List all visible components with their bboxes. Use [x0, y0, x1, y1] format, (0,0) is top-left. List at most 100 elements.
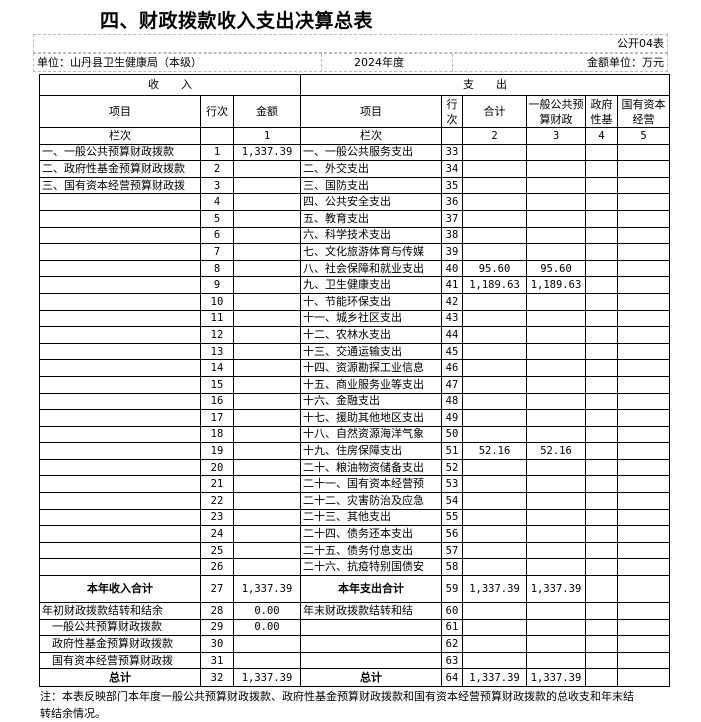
income-row-no: 8	[200, 259, 234, 278]
expense-state-capital	[617, 442, 670, 460]
expense-row-no-header: 行次	[441, 95, 463, 128]
expense-state-capital	[617, 541, 670, 560]
income-item	[39, 309, 201, 328]
income-item	[39, 458, 201, 477]
income-row-no: 27	[200, 575, 234, 604]
expense-row-no: 37	[441, 209, 463, 228]
table-row: 4 四、公共安全支出 36	[39, 193, 670, 211]
expense-state-capital	[617, 458, 670, 477]
expense-row-no: 53	[441, 475, 463, 494]
expense-general-budget	[526, 143, 586, 162]
expense-state-capital	[617, 409, 670, 427]
income-amount	[233, 409, 301, 427]
income-item: 二、政府性基金预算财政拨款	[39, 160, 201, 178]
expense-row-no: 48	[441, 392, 463, 411]
expense-gov-fund	[585, 525, 618, 543]
table-row: 11 十一、城乡社区支出 43	[39, 309, 670, 328]
income-amount	[233, 259, 301, 278]
expense-row-no: 59	[441, 575, 463, 604]
expense-item: 年末财政拨款结转和结	[300, 602, 442, 620]
income-amount	[233, 442, 301, 460]
expense-general-budget	[526, 651, 586, 670]
expense-row-no: 43	[441, 309, 463, 328]
expense-total	[462, 176, 527, 195]
expense-general-budget	[526, 342, 586, 361]
expense-state-capital	[617, 342, 670, 361]
unit-row: 单位：山丹县卫生健康局（本级） 2024年度 金额单位：万元	[33, 53, 668, 72]
expense-state-capital	[617, 618, 670, 637]
column-number: 4	[585, 127, 618, 145]
expense-state-capital	[617, 375, 670, 394]
expense-row-no: 47	[441, 375, 463, 394]
expense-item: 二十四、债务还本支出	[300, 525, 442, 543]
income-item: 国有资本经营预算财政拨	[39, 651, 201, 670]
expense-row-no: 50	[441, 425, 463, 444]
table-row: 22 二十二、灾害防治及应急 54	[39, 492, 670, 510]
income-item	[39, 375, 201, 394]
grand-total-row: 总计 32 1,337.39 总计 64 1,337.39 1,337.39	[39, 668, 670, 688]
expense-state-capital	[617, 635, 670, 653]
income-amount	[233, 558, 301, 577]
table-row: 21 二十一、国有资本经营预 53	[39, 475, 670, 494]
income-row-no: 9	[200, 276, 234, 294]
table-row: 25 二十五、债务付息支出 57	[39, 541, 670, 560]
total-header: 合计	[462, 95, 527, 128]
expense-total	[462, 309, 527, 328]
expense-item: 二、外交支出	[300, 160, 442, 178]
income-row-no: 17	[200, 409, 234, 427]
income-amount	[233, 651, 301, 670]
expense-general-budget	[526, 292, 586, 311]
expense-item: 十七、援助其他地区支出	[300, 409, 442, 427]
expense-row-no: 60	[441, 602, 463, 620]
income-item	[39, 226, 201, 245]
expense-state-capital	[617, 668, 670, 688]
expense-total	[462, 635, 527, 653]
expense-total: 95.60	[462, 259, 527, 278]
expense-state-capital	[617, 193, 670, 211]
amount-header: 金额	[233, 95, 301, 128]
income-header: 收 入	[39, 74, 301, 96]
income-row-no: 20	[200, 458, 234, 477]
expense-general-budget	[526, 359, 586, 377]
table-row: 9 九、卫生健康支出 41 1,189.63 1,189.63	[39, 276, 670, 294]
expense-general-budget: 52.16	[526, 442, 586, 460]
divider	[452, 54, 453, 72]
income-item	[39, 259, 201, 278]
income-amount	[233, 309, 301, 328]
income-amount	[233, 160, 301, 178]
expense-row-no: 39	[441, 243, 463, 261]
expense-general-budget	[526, 326, 586, 344]
expense-row-no: 51	[441, 442, 463, 460]
expense-state-capital	[617, 651, 670, 670]
income-amount	[233, 425, 301, 444]
expense-general-budget	[526, 425, 586, 444]
expense-gov-fund	[585, 558, 618, 577]
income-item	[39, 475, 201, 494]
expense-total	[462, 425, 527, 444]
footnote: 注：本表反映部门本年度一般公共预算财政拨款、政府性基金预算财政拨款和国有资本经营…	[40, 690, 634, 720]
expense-state-capital	[617, 243, 670, 261]
income-item	[39, 326, 201, 344]
income-row-no: 28	[200, 602, 234, 620]
expense-general-budget: 1,189.63	[526, 276, 586, 294]
expense-row-no: 33	[441, 143, 463, 162]
income-item: 年初财政拨款结转和结余	[39, 602, 201, 620]
table-row: 5 五、教育支出 37	[39, 209, 670, 228]
income-item	[39, 492, 201, 510]
table-row: 13 十三、交通运输支出 45	[39, 342, 670, 361]
expense-general-budget	[526, 409, 586, 427]
column-label: 栏次	[300, 127, 442, 145]
column-number: 1	[233, 127, 301, 145]
expense-general-budget	[526, 525, 586, 543]
year-label: 2024年度	[354, 56, 404, 69]
table-row: 二、政府性基金预算财政拨款 2 二、外交支出 34	[39, 160, 670, 178]
income-amount	[233, 359, 301, 377]
expense-general-budget	[526, 618, 586, 637]
expense-general-budget	[526, 226, 586, 245]
expense-state-capital	[617, 292, 670, 311]
table-row: 三、国有资本经营预算财政拨 3 三、国防支出 35	[39, 176, 670, 195]
expense-state-capital	[617, 392, 670, 411]
expense-gov-fund	[585, 508, 618, 527]
table-row: 一、一般公共预算财政拨款 1 1,337.39 一、一般公共服务支出 33	[39, 143, 670, 162]
expense-general-budget	[526, 243, 586, 261]
